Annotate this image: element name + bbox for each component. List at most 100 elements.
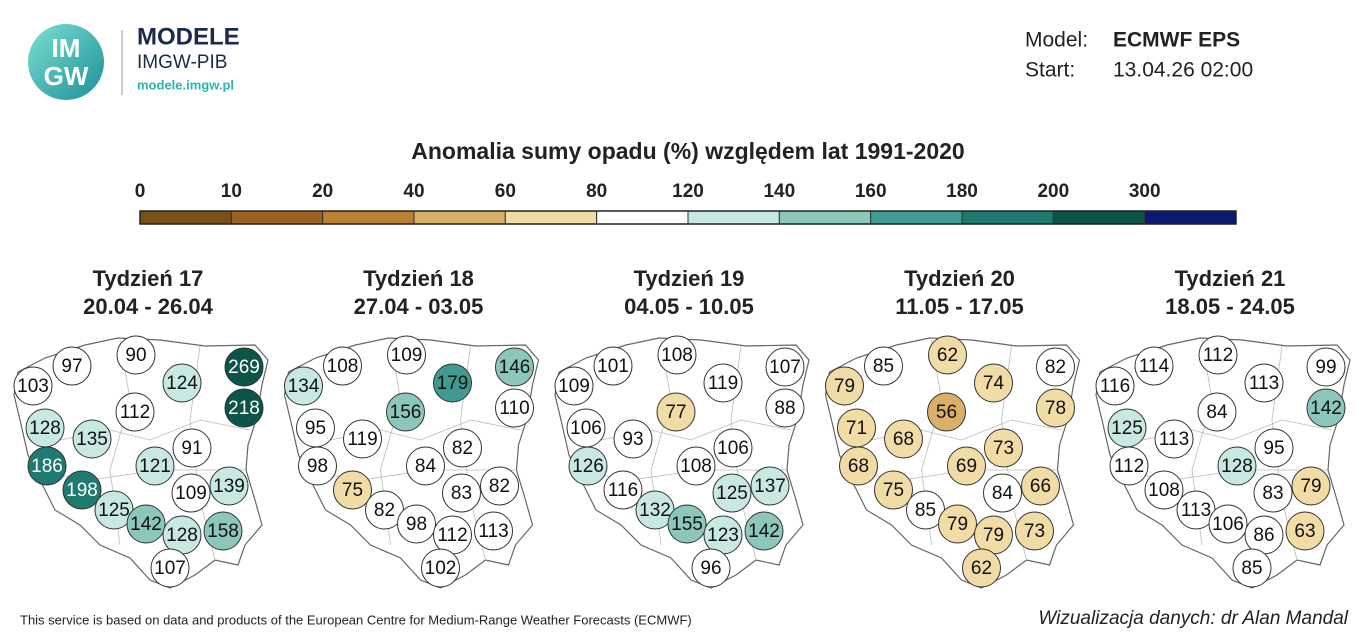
colorbar-frame	[139, 210, 1237, 225]
station-value: 119	[708, 373, 738, 394]
start-value: 13.04.26 02:00	[1113, 59, 1253, 82]
station-circle	[1306, 347, 1346, 387]
station-value: 218	[228, 398, 260, 419]
station-value: 125	[98, 500, 130, 521]
colorbar-segment	[504, 210, 598, 225]
station-circle	[1134, 346, 1174, 386]
station-circle	[298, 446, 337, 486]
colorbar-tick-label: 60	[495, 181, 516, 202]
station-value: 124	[166, 373, 198, 394]
colorbar-segment	[1052, 210, 1146, 225]
station-circle	[962, 548, 1001, 588]
station-value: 68	[893, 429, 914, 450]
station-circle	[676, 446, 716, 486]
station-circle	[765, 347, 805, 387]
map-panel: Tydzień 19 04.05 - 10.05 101 108 119 107 109 77…	[554, 266, 810, 589]
station-circle	[874, 470, 913, 510]
colorbar-tick-label: 300	[1129, 181, 1161, 202]
url: modele.imgw.pl	[137, 77, 234, 92]
station-value: 113	[1159, 429, 1189, 450]
station-circle	[825, 366, 864, 406]
station-value: 85	[873, 356, 894, 377]
station-value: 135	[76, 429, 108, 450]
station-circle	[744, 511, 784, 551]
station-value: 109	[391, 345, 423, 366]
panel-title: Tydzień 21	[1175, 266, 1286, 291]
station-circle	[568, 446, 608, 486]
station-circle	[593, 346, 633, 386]
station-value: 93	[622, 429, 643, 450]
station-value: 73	[1024, 521, 1045, 542]
station-value: 82	[1045, 357, 1066, 378]
panel-dates: 27.04 - 03.05	[354, 294, 484, 319]
station-value: 128	[29, 418, 61, 439]
station-value: 79	[1300, 476, 1321, 497]
station-circle	[387, 335, 426, 375]
station-value: 98	[406, 514, 427, 535]
panel-title: Tydzień 19	[634, 266, 745, 291]
station-value: 113	[1181, 500, 1211, 521]
station-circle	[884, 419, 923, 459]
station-circle	[983, 473, 1022, 513]
colorbar-segment	[687, 210, 780, 225]
station-circle	[656, 392, 696, 432]
station-circle	[1306, 388, 1346, 428]
station-value: 116	[1100, 376, 1130, 397]
station-circle	[162, 363, 202, 403]
station-circle	[613, 419, 653, 459]
station-value: 82	[489, 476, 510, 497]
station-circle	[224, 347, 264, 387]
station-value: 98	[307, 456, 328, 477]
station-circle	[1109, 446, 1149, 486]
station-value: 75	[342, 480, 363, 501]
station-value: 146	[499, 357, 531, 378]
station-circle	[1253, 473, 1293, 513]
station-value: 112	[1203, 345, 1233, 366]
station-circle	[603, 470, 643, 510]
station-value: 77	[665, 402, 686, 423]
station-value: 66	[1030, 476, 1051, 497]
colorbar-segment	[870, 210, 963, 225]
station-value: 79	[947, 514, 968, 535]
station-circle	[750, 466, 790, 506]
panel-title: Tydzień 18	[363, 266, 474, 291]
station-value: 90	[125, 345, 146, 366]
station-value: 101	[597, 356, 629, 377]
station-circle	[713, 428, 753, 468]
station-circle	[474, 511, 513, 551]
station-circle	[984, 428, 1023, 468]
station-circle	[1197, 392, 1237, 432]
station-circle	[667, 504, 707, 544]
station-value: 79	[983, 525, 1004, 546]
logo-text: IM	[52, 33, 81, 63]
station-circle	[480, 466, 519, 506]
map-panel: Tydzień 20 11.05 - 17.05 85 62 74 82 79 56 78 71 6…	[824, 266, 1081, 589]
colorbar-segment	[230, 210, 324, 225]
station-value: 63	[1294, 521, 1315, 542]
station-value: 108	[1148, 480, 1180, 501]
station-circle	[27, 446, 67, 486]
station-circle	[209, 466, 249, 506]
station-value: 99	[1315, 357, 1336, 378]
colorbar-tick-label: 10	[221, 181, 242, 202]
institute: IMGW-PIB	[137, 52, 227, 73]
station-value: 102	[425, 558, 457, 579]
map-panel: Tydzień 17 20.04 - 26.04 97 90 124 269 103 112 2…	[13, 266, 269, 589]
station-circle	[203, 511, 243, 551]
colorbar-segment	[139, 210, 232, 225]
colorbar-tick-label: 180	[946, 181, 978, 202]
credit: This service is based on data and produc…	[20, 612, 692, 627]
station-circle	[116, 335, 156, 375]
station-circle	[126, 504, 166, 544]
station-value: 109	[558, 376, 590, 397]
station-circle	[703, 363, 743, 403]
station-circle	[495, 388, 534, 428]
panel-dates: 20.04 - 26.04	[83, 294, 213, 319]
model-label: Model:	[1025, 29, 1088, 52]
station-value: 83	[451, 483, 472, 504]
station-value: 125	[1111, 418, 1143, 439]
region-borders	[570, 339, 792, 561]
station-circle	[323, 346, 362, 386]
station-circle	[1095, 366, 1135, 406]
colorbar-tick-label: 140	[763, 181, 795, 202]
